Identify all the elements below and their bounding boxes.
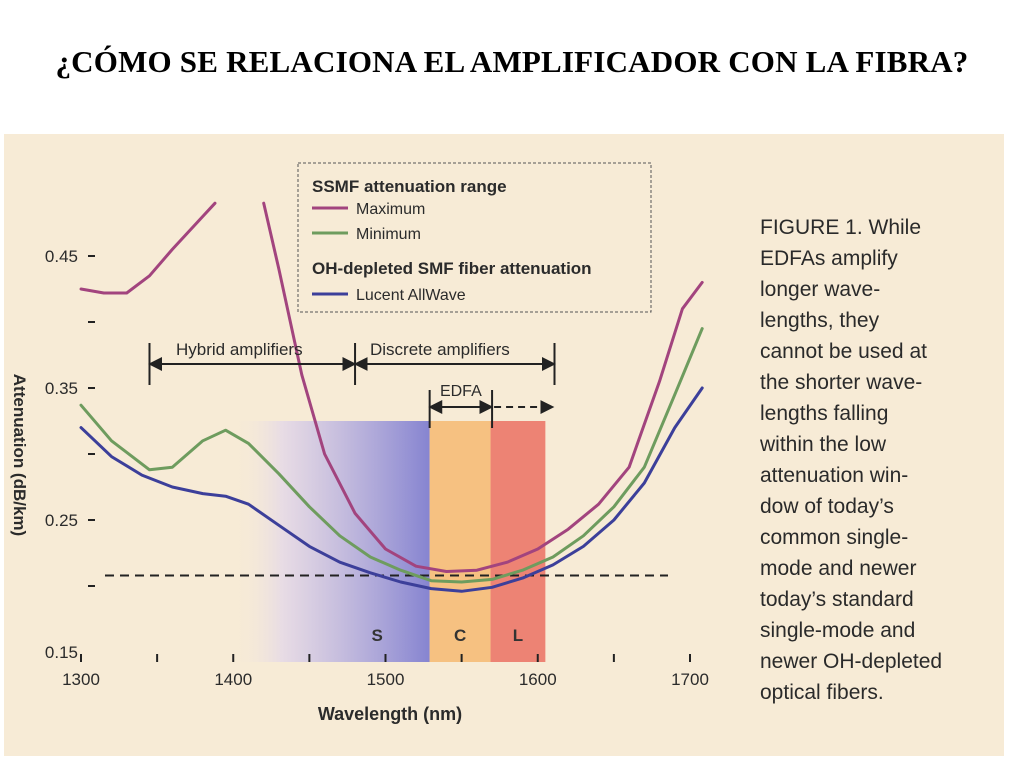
caption-line: the shorter wave-	[760, 371, 923, 394]
caption-line: cannot be used at	[760, 340, 927, 363]
legend-box	[297, 162, 652, 313]
discrete-amplifiers-label: Discrete amplifiers	[370, 340, 510, 359]
x-tick-label: 1600	[519, 670, 557, 689]
caption-line: single-mode and	[760, 619, 916, 642]
legend: SSMF attenuation range Maximum Minimum O…	[297, 162, 652, 313]
x-tick-label: 1500	[367, 670, 405, 689]
band-label-l: L	[513, 626, 523, 645]
caption-line: within the low	[760, 433, 887, 456]
caption-line: newer OH-depleted	[760, 650, 943, 673]
slide-title: ¿CÓMO SE RELACIONA EL AMPLIFICADOR CON L…	[55, 44, 969, 79]
legend-label-allwave: Lucent AllWave	[356, 287, 466, 304]
y-tick-label: 0.45	[45, 247, 78, 266]
caption-line: EDFAs amplify	[760, 247, 898, 270]
caption-line: mode and newer	[760, 557, 917, 580]
y-tick-label: 0.35	[45, 379, 78, 398]
series-line-minimum	[79, 327, 704, 584]
x-tick-label: 1700	[671, 670, 709, 689]
edfa-label: EDFA	[440, 383, 482, 400]
caption-line: FIGURE 1. While	[760, 216, 922, 239]
band-label-c: C	[454, 626, 466, 645]
caption-line: longer wave-	[760, 278, 881, 301]
curve-layer	[79, 201, 704, 593]
legend-group-title-ssmf: SSMF attenuation range	[312, 177, 507, 196]
axes-layer: 1300 1400 1500 1600 1700 0.15 0.25 0.35 0.45 Wave…	[10, 247, 709, 724]
series-line-maximum	[79, 201, 704, 573]
x-axis-label: Wavelength (nm)	[318, 704, 462, 724]
legend-group-title-oh-depleted: OH-depleted SMF fiber attenuation	[312, 259, 592, 278]
annotation-layer: Hybrid amplifiers Discrete amplifiers EDFA	[148, 340, 556, 428]
band-c	[429, 421, 491, 662]
x-tick-label: 1300	[62, 670, 100, 689]
band-label-s: S	[371, 626, 382, 645]
y-axis-label: Attenuation (dB/km)	[10, 374, 29, 536]
caption-line: lengths, they	[760, 309, 880, 332]
caption-line: common single-	[760, 526, 909, 549]
legend-label-minimum: Minimum	[356, 226, 421, 243]
y-tick-label: 0.25	[45, 511, 78, 530]
caption-line: optical fibers.	[760, 681, 884, 704]
legend-label-maximum: Maximum	[356, 201, 425, 218]
caption-line: attenuation win-	[760, 464, 909, 487]
x-tick-label: 1400	[214, 670, 252, 689]
caption-line: dow of today’s	[760, 495, 894, 518]
y-tick-label: 0.15	[45, 643, 78, 662]
series-line-lucent-allwave	[79, 386, 704, 593]
caption-line: today’s standard	[760, 588, 914, 611]
figure-caption: FIGURE 1. While EDFAs amplify longer wav…	[760, 212, 1000, 708]
caption-line: lengths falling	[760, 402, 889, 425]
hybrid-amplifiers-label: Hybrid amplifiers	[176, 340, 303, 359]
band-l	[490, 421, 546, 662]
